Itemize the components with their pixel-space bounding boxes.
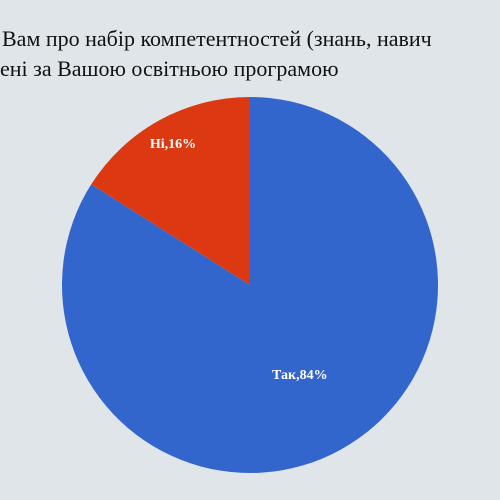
chart-title: Вам про набір компетентностей (знань, на… <box>2 26 432 51</box>
chart-title: ені за Вашою освітньою програмою <box>0 56 339 81</box>
pie-slice <box>91 97 250 285</box>
slice-label: Так,84% <box>272 368 328 383</box>
slice-label: Ні,16% <box>150 137 196 152</box>
